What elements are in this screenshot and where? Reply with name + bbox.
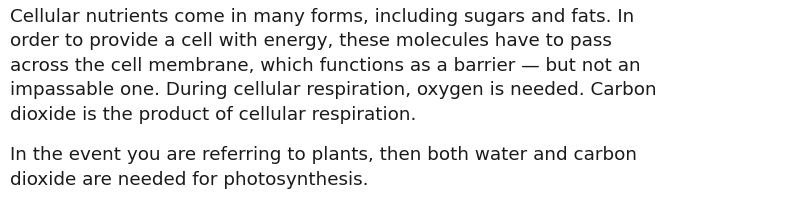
- Text: In the event you are referring to plants, then both water and carbon: In the event you are referring to plants…: [10, 146, 637, 164]
- Text: impassable one. During cellular respiration, oxygen is needed. Carbon: impassable one. During cellular respirat…: [10, 81, 657, 99]
- Text: order to provide a cell with energy, these molecules have to pass: order to provide a cell with energy, the…: [10, 32, 612, 50]
- Text: dioxide is the product of cellular respiration.: dioxide is the product of cellular respi…: [10, 105, 416, 123]
- Text: dioxide are needed for photosynthesis.: dioxide are needed for photosynthesis.: [10, 170, 369, 188]
- Text: across the cell membrane, which functions as a barrier — but not an: across the cell membrane, which function…: [10, 57, 641, 75]
- Text: Cellular nutrients come in many forms, including sugars and fats. In: Cellular nutrients come in many forms, i…: [10, 8, 634, 26]
